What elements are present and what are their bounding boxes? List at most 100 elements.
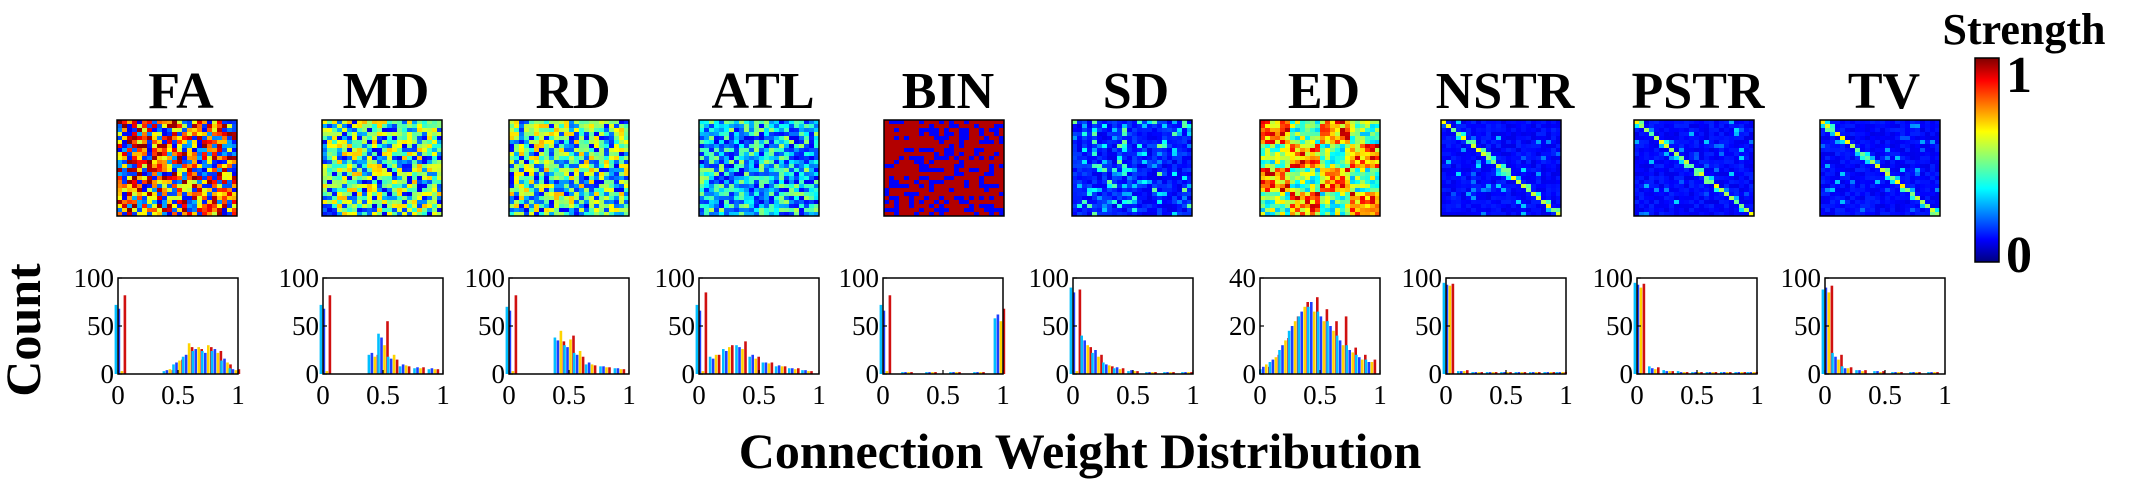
histogram-bar xyxy=(1466,370,1469,374)
matrix-cell xyxy=(1375,164,1381,169)
matrix-cell xyxy=(1137,180,1143,185)
matrix-title-md: MD xyxy=(343,63,430,120)
matrix-cell xyxy=(724,184,730,189)
matrix-cell xyxy=(984,148,990,153)
matrix-cell xyxy=(1446,120,1452,125)
histogram-bar xyxy=(1370,362,1374,374)
matrix-cell xyxy=(172,156,178,161)
matrix-cell xyxy=(1375,212,1381,217)
matrix-cell xyxy=(1511,128,1517,133)
matrix-cell xyxy=(759,172,765,177)
matrix-cell xyxy=(739,120,745,125)
matrix-cell xyxy=(1097,152,1103,157)
histogram-bar xyxy=(380,337,383,374)
matrix-cell xyxy=(407,208,413,213)
matrix-cell xyxy=(1456,128,1462,133)
matrix-cell xyxy=(774,180,780,185)
matrix-cell xyxy=(554,124,560,129)
matrix-cell xyxy=(1466,204,1472,209)
matrix-cell xyxy=(127,164,133,169)
matrix-cell xyxy=(929,128,935,133)
matrix-cell xyxy=(167,188,173,193)
matrix-cell xyxy=(1310,136,1316,141)
matrix-cell xyxy=(1521,176,1527,181)
matrix-cell xyxy=(589,160,595,165)
matrix-cell xyxy=(227,192,233,197)
y-tick-label: 0 xyxy=(1056,359,1070,389)
matrix-cell xyxy=(914,212,920,217)
matrix-cell xyxy=(1365,152,1371,157)
histogram-bar xyxy=(728,347,731,374)
matrix-cell xyxy=(749,156,755,161)
matrix-cell xyxy=(1365,176,1371,181)
matrix-cell xyxy=(337,168,343,173)
matrix-cell xyxy=(1511,132,1517,137)
matrix-cell xyxy=(432,180,438,185)
matrix-cell xyxy=(1471,144,1477,149)
matrix-cell xyxy=(969,208,975,213)
matrix-cell xyxy=(749,120,755,125)
matrix-cell xyxy=(402,176,408,181)
histogram-bar xyxy=(1348,350,1351,374)
matrix-cell xyxy=(1087,180,1093,185)
matrix-cell xyxy=(402,120,408,125)
matrix-cell xyxy=(799,168,805,173)
matrix-cell xyxy=(1531,120,1537,125)
matrix-cell xyxy=(1546,204,1552,209)
matrix-cell xyxy=(152,176,158,181)
matrix-cell xyxy=(152,180,158,185)
matrix-cell xyxy=(352,168,358,173)
histogram-bar xyxy=(162,371,166,374)
matrix-cell xyxy=(984,168,990,173)
matrix-cell xyxy=(417,124,423,129)
matrix-cell xyxy=(604,184,610,189)
matrix-cell xyxy=(519,168,525,173)
matrix-cell xyxy=(709,128,715,133)
matrix-cell xyxy=(774,208,780,213)
matrix-cell xyxy=(352,184,358,189)
matrix-cell xyxy=(1446,192,1452,197)
histogram-bar xyxy=(1445,284,1449,374)
matrix-cell xyxy=(222,140,228,145)
matrix-cell xyxy=(1456,204,1462,209)
matrix-cell xyxy=(1456,132,1462,137)
matrix-cell xyxy=(989,212,995,217)
histogram-bar xyxy=(1105,364,1108,374)
matrix-cell xyxy=(1541,132,1547,137)
matrix-cell xyxy=(729,192,735,197)
matrix-cell xyxy=(202,148,208,153)
matrix-cell xyxy=(899,120,905,125)
matrix-cell xyxy=(1305,168,1311,173)
matrix-cell xyxy=(142,148,148,153)
matrix-cell xyxy=(1260,192,1266,197)
matrix-cell xyxy=(924,156,930,161)
matrix-cell xyxy=(734,180,740,185)
matrix-cell xyxy=(519,212,525,217)
matrix-cell xyxy=(1142,200,1148,205)
matrix-cell xyxy=(519,188,525,193)
matrix-cell xyxy=(934,208,940,213)
matrix-cell xyxy=(182,136,188,141)
matrix-cell xyxy=(899,188,905,193)
matrix-cell xyxy=(524,128,530,133)
matrix-cell xyxy=(1177,212,1183,217)
matrix-cell xyxy=(569,120,575,125)
matrix-cell xyxy=(1167,204,1173,209)
matrix-cell xyxy=(564,188,570,193)
histogram-bar xyxy=(1284,340,1287,374)
matrix-cell xyxy=(1551,132,1557,137)
matrix-cell xyxy=(122,164,128,169)
matrix-cell xyxy=(1531,140,1537,145)
matrix-cell xyxy=(794,204,800,209)
matrix-cell xyxy=(157,132,163,137)
matrix-cell xyxy=(509,200,515,205)
matrix-cell xyxy=(1536,156,1542,161)
matrix-cell xyxy=(1147,192,1153,197)
matrix-cell xyxy=(407,176,413,181)
matrix-cell xyxy=(789,124,795,129)
matrix-cell xyxy=(1092,128,1098,133)
matrix-cell xyxy=(964,160,970,165)
matrix-cell xyxy=(1285,212,1291,217)
matrix-cell xyxy=(814,212,820,217)
matrix-cell xyxy=(1137,184,1143,189)
